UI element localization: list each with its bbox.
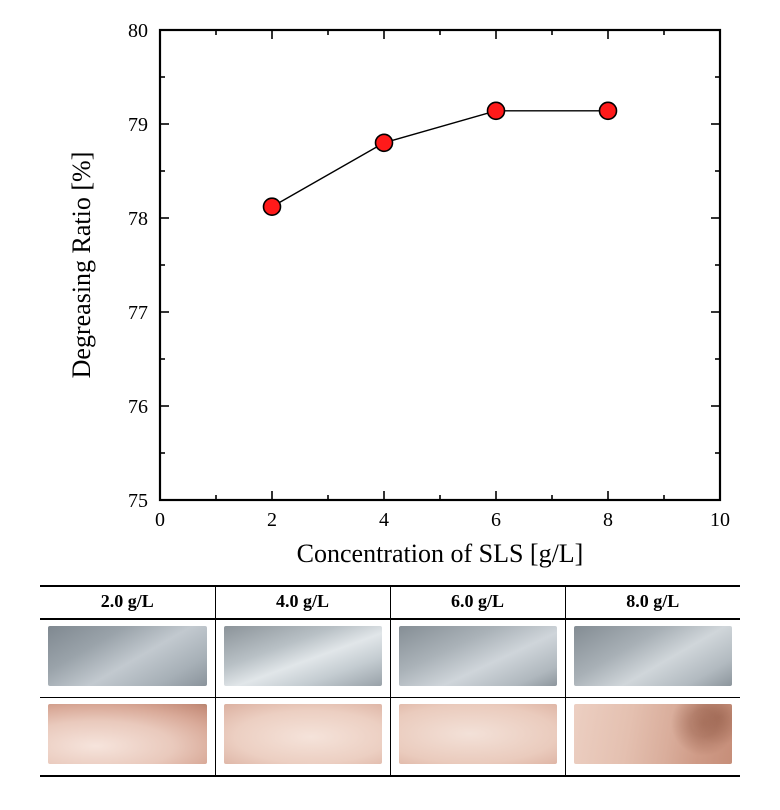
sample-cell [40,619,215,698]
treated-surface-swatch [224,704,382,764]
svg-text:2: 2 [267,509,277,531]
sample-cell [565,619,740,698]
sample-cell [40,698,215,777]
column-header: 2.0 g/L [40,586,215,619]
treated-surface-swatch [48,704,207,764]
treated-surface-swatch [399,704,557,764]
column-header: 4.0 g/L [215,586,390,619]
figure-container: 0 2 4 6 8 10 75 76 77 78 79 80 Concentration of SLS … [0,0,780,810]
column-header: 6.0 g/L [390,586,565,619]
svg-text:80: 80 [128,20,148,42]
svg-text:6: 6 [491,509,501,531]
data-marker [376,134,393,151]
sample-cell [215,619,390,698]
column-header: 8.0 g/L [565,586,740,619]
sample-table-panel: 2.0 g/L4.0 g/L6.0 g/L8.0 g/L [40,585,740,777]
treated-surface-swatch [574,704,733,764]
svg-text:4: 4 [379,509,389,531]
data-marker [264,198,281,215]
svg-text:75: 75 [128,490,148,512]
metal-surface-swatch [48,626,207,686]
data-line [272,111,608,207]
svg-text:0: 0 [155,509,165,531]
data-marker [600,102,617,119]
svg-text:77: 77 [128,302,148,324]
chart-panel: 0 2 4 6 8 10 75 76 77 78 79 80 Concentration of SLS … [40,10,740,570]
metal-surface-swatch [574,626,733,686]
svg-text:78: 78 [128,208,148,230]
x-axis-label: Concentration of SLS [g/L] [297,539,584,568]
sample-cell [565,698,740,777]
metal-surface-swatch [399,626,557,686]
svg-text:10: 10 [710,509,730,531]
sample-table: 2.0 g/L4.0 g/L6.0 g/L8.0 g/L [40,585,740,777]
sample-cell [215,698,390,777]
svg-text:8: 8 [603,509,613,531]
svg-text:79: 79 [128,114,148,136]
y-axis-label: Degreasing Ratio [%] [67,152,96,379]
data-marker [488,102,505,119]
metal-surface-swatch [224,626,382,686]
sample-cell [390,619,565,698]
svg-text:76: 76 [128,396,148,418]
sample-cell [390,698,565,777]
chart-svg: 0 2 4 6 8 10 75 76 77 78 79 80 Concentration of SLS … [40,10,740,570]
